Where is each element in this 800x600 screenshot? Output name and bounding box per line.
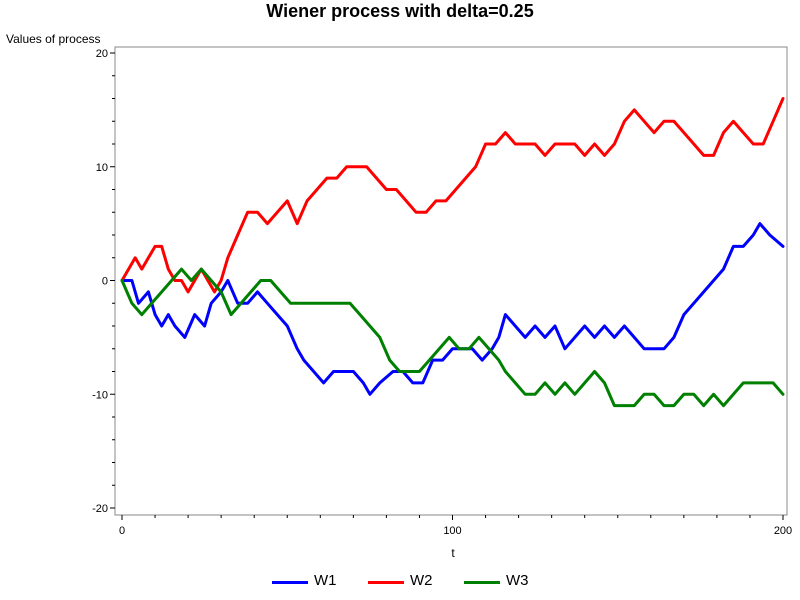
x-axis: 0 100 200 [119, 515, 792, 537]
y-tick-label: 10 [96, 162, 108, 174]
x-tick-label: 100 [443, 525, 461, 537]
legend-label: W3 [506, 572, 529, 589]
x-tick-label: 200 [774, 525, 792, 537]
x-axis-label: t [451, 546, 455, 560]
y-axis-label: Values of process [6, 32, 101, 46]
legend-label: W1 [314, 572, 337, 589]
series-line-w3 [120, 267, 785, 408]
series-lines [120, 97, 785, 408]
legend-label: W2 [410, 572, 433, 589]
plot-frame [114, 46, 788, 516]
legend: W1 W2 W3 [0, 570, 800, 594]
y-tick-label: 20 [96, 48, 108, 60]
y-tick-label: -20 [92, 503, 108, 515]
x-tick-label: 0 [119, 525, 125, 537]
y-tick-label: 0 [102, 276, 108, 288]
legend-swatch [368, 581, 404, 584]
y-tick-label: -10 [92, 389, 108, 401]
series-line-w1 [120, 222, 785, 396]
chart-title: Wiener process with delta=0.25 [266, 1, 534, 21]
legend-swatch [272, 581, 308, 584]
y-axis: -20 -10 0 10 20 [92, 48, 115, 515]
series-line-w2 [120, 97, 785, 294]
legend-swatch [464, 581, 500, 584]
